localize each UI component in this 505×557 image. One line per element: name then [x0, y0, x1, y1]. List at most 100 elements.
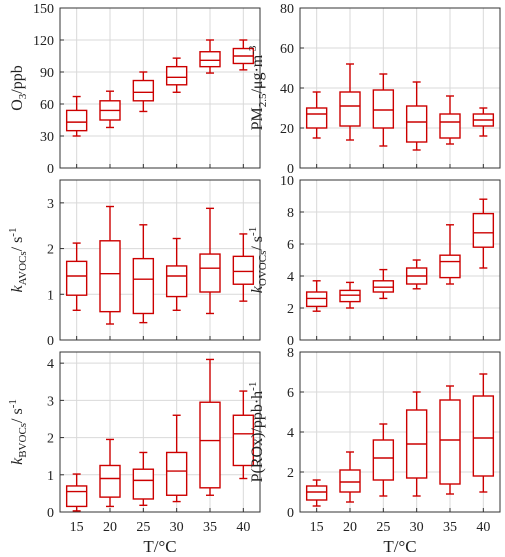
box-plot-35: [439, 95, 461, 145]
y-axis-label: kBVOCs/ s-1: [7, 399, 29, 465]
y-tick-label: 2: [47, 432, 54, 447]
box-plot-25: [372, 73, 395, 147]
box-iqr: [132, 468, 155, 500]
box-iqr: [132, 257, 155, 315]
y-tick-label: 90: [40, 66, 54, 81]
panel-k-ovocs: 0 2 4 6 8 10 kOVOCs/ s-1: [247, 174, 501, 349]
box-iqr: [439, 113, 461, 139]
panel-p-rox: 0 2 4 6 8 15 20 25 30 35 40 T/°C P(ROx)/ppb·h-1: [247, 346, 501, 556]
box-plot-40: [232, 233, 255, 302]
box-plot-30: [405, 259, 428, 290]
x-tick-label: 20: [103, 520, 117, 535]
box-plot-15: [305, 280, 328, 312]
panel-k-avocs: 0 1 2 3 kAVOCs/ s-1: [7, 179, 261, 349]
box-iqr: [65, 485, 88, 508]
panel-k-bvocs: 0 1 2 3 4 15 20 25 30 35 40 T/°C kBVOCs/ s-1: [7, 351, 261, 556]
y-tick-label: 3: [47, 197, 54, 212]
box-plot-35: [439, 224, 461, 285]
box-iqr: [305, 485, 328, 501]
box-plot-25: [132, 451, 155, 507]
y-tick-label: 4: [47, 357, 54, 372]
box-iqr: [165, 451, 188, 496]
box-iqr: [472, 212, 495, 248]
box-plot-25: [132, 71, 155, 113]
box-iqr: [199, 401, 221, 489]
box-iqr: [372, 439, 395, 481]
box-plot-35: [199, 39, 221, 74]
box-plot-30: [405, 81, 428, 151]
box-iqr: [132, 79, 155, 102]
y-tick-label: 1: [47, 288, 54, 303]
box-iqr: [232, 255, 255, 285]
box-plot-20: [339, 281, 361, 309]
box-plot-15: [65, 473, 88, 512]
box-iqr: [305, 107, 328, 129]
y-tick-label: 8: [287, 346, 294, 361]
box-iqr: [165, 265, 188, 298]
y-tick-label: 80: [280, 2, 294, 17]
box-plot-15: [65, 242, 88, 311]
axes-frame: [59, 351, 261, 513]
box-iqr: [339, 469, 361, 493]
box-plot-25: [132, 224, 155, 324]
box-plot-20: [99, 90, 121, 129]
box-iqr: [65, 260, 88, 296]
box-plot-35: [199, 207, 221, 315]
box-plot-30: [165, 57, 188, 93]
y-tick-label: 0: [47, 334, 54, 349]
box-plot-40: [472, 198, 495, 269]
y-tick-label: 2: [47, 243, 54, 258]
x-tick-label: 35: [203, 520, 217, 535]
box-plot-40: [232, 39, 255, 71]
box-plot-15: [305, 91, 328, 139]
box-plot-40: [472, 107, 495, 137]
box-plot-20: [99, 438, 121, 508]
y-tick-label: 60: [280, 42, 294, 57]
panel-o3: 0 30 60 90 120 150 O3/ppb: [9, 2, 261, 177]
x-tick-label: 40: [476, 520, 490, 535]
y-tick-label: 3: [47, 394, 54, 409]
y-tick-label: 30: [40, 130, 54, 145]
y-tick-label: 10: [280, 174, 294, 189]
box-plot-15: [305, 479, 328, 507]
box-plot-40: [232, 390, 255, 480]
box-iqr: [472, 395, 495, 477]
box-iqr: [199, 253, 221, 293]
y-tick-label: 4: [287, 270, 294, 285]
box-plot-30: [405, 391, 428, 497]
box-plot-25: [372, 423, 395, 497]
x-tick-label: 20: [343, 520, 357, 535]
box-iqr: [339, 91, 361, 127]
x-tick-label: 15: [70, 520, 84, 535]
y-axis-label: P(ROx)/ppb·h-1: [247, 382, 266, 483]
x-axis-label: T/°C: [143, 537, 176, 556]
y-tick-label: 4: [287, 426, 294, 441]
y-tick-label: 2: [287, 466, 294, 481]
box-plot-30: [165, 237, 188, 311]
y-axis-label: O3/ppb: [9, 65, 29, 111]
y-tick-label: 60: [40, 98, 54, 113]
x-tick-label: 30: [410, 520, 424, 535]
y-tick-label: 2: [287, 302, 294, 317]
box-plot-25: [372, 268, 395, 300]
box-iqr: [372, 280, 395, 293]
box-plot-20: [99, 205, 121, 325]
y-axis-label: kOVOCs/ s-1: [247, 227, 269, 293]
axes-frame: [59, 179, 261, 341]
box-iqr: [372, 89, 395, 129]
y-tick-label: 0: [287, 506, 294, 521]
x-tick-label: 40: [236, 520, 250, 535]
box-iqr: [99, 464, 121, 498]
y-tick-label: 0: [47, 162, 54, 177]
y-tick-label: 1: [47, 469, 54, 484]
box-plot-20: [339, 451, 361, 503]
x-tick-label: 30: [170, 520, 184, 535]
y-tick-label: 150: [33, 2, 54, 17]
y-tick-label: 8: [287, 206, 294, 221]
box-plot-15: [65, 95, 88, 137]
y-tick-label: 20: [280, 122, 294, 137]
box-iqr: [405, 105, 428, 143]
box-plot-30: [165, 414, 188, 503]
box-plot-35: [439, 385, 461, 495]
x-tick-label: 35: [443, 520, 457, 535]
